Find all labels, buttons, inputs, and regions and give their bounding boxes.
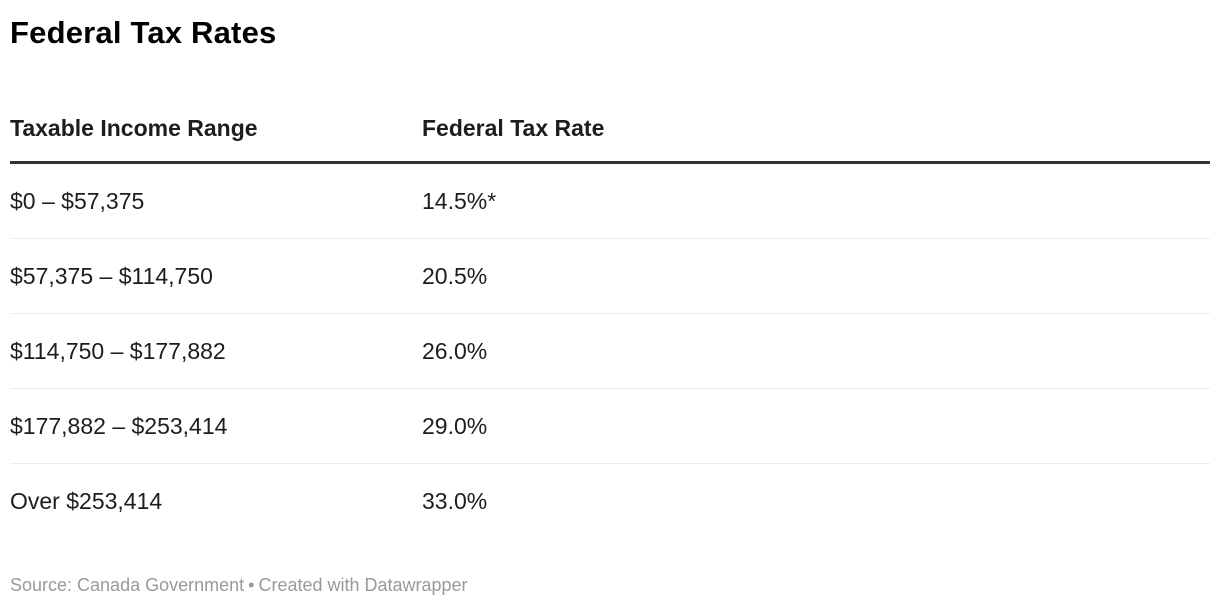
- income-range-cell: $57,375 – $114,750: [10, 238, 422, 314]
- table-header: Taxable Income Range Federal Tax Rate: [10, 114, 1210, 164]
- page-title: Federal Tax Rates: [10, 15, 277, 50]
- table-body: $0 – $57,375 14.5%* $57,375 – $114,750 20.5…: [10, 162, 1210, 539]
- income-range-cell: $177,882 – $253,414: [10, 388, 422, 464]
- income-range-cell: $0 – $57,375: [10, 162, 422, 239]
- tax-rate-cell: 33.0%: [422, 488, 488, 514]
- chart-footer: Source: Canada Government • Created with D…: [10, 574, 1210, 596]
- table-row: Over $253,414 33.0%: [10, 464, 1210, 539]
- tax-rate-cell: 26.0%: [422, 313, 1210, 389]
- table-row: $177,882 – $253,414 29.0%: [10, 388, 1210, 464]
- footer-separator: •: [248, 575, 255, 595]
- tax-rate-cell: 14.5%*: [422, 162, 1210, 239]
- table-row: $57,375 – $114,750 20.5%: [10, 238, 1210, 314]
- tax-rate-cell: 29.0%: [422, 388, 1210, 464]
- table-row: $114,750 – $177,882 26.0%: [10, 313, 1210, 389]
- tax-rate-cell: 20.5%: [422, 238, 1210, 314]
- table-row: $0 – $57,375 14.5%*: [10, 162, 1210, 239]
- column-header-income-range: Taxable Income Range: [10, 114, 422, 164]
- income-range-cell: Over $253,414: [10, 488, 163, 514]
- tax-rates-table: Taxable Income Range Federal Tax Rate $0…: [10, 114, 1210, 538]
- column-header-tax-rate: Federal Tax Rate: [422, 114, 1210, 164]
- attribution-text: Created with Datawrapper: [258, 575, 468, 595]
- source-text: Source: Canada Government: [10, 575, 245, 595]
- income-range-cell: $114,750 – $177,882: [10, 313, 422, 389]
- table-header-row: Taxable Income Range Federal Tax Rate: [10, 114, 1210, 164]
